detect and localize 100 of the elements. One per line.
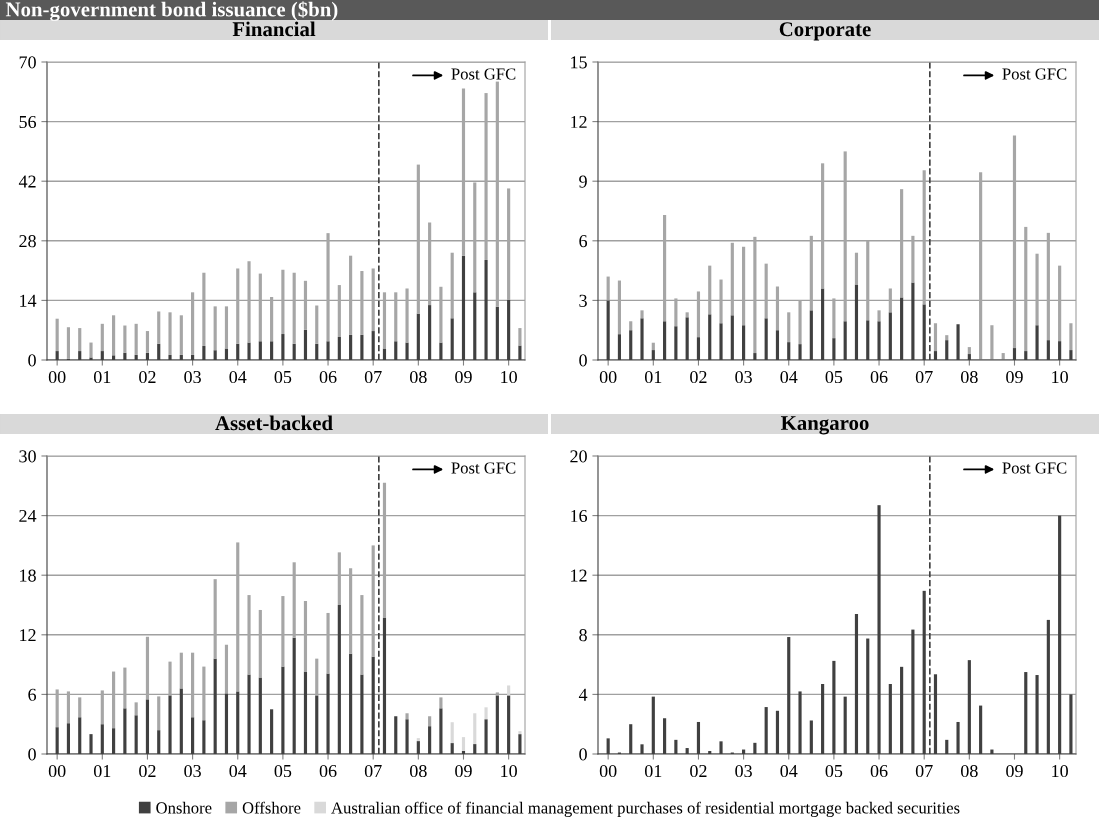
- bar: [606, 276, 610, 301]
- x-tick-label: 01: [93, 764, 111, 778]
- x-tick-label: 02: [690, 370, 707, 384]
- annotation: Post GFC: [1002, 462, 1067, 474]
- x-tick-label: 01: [93, 370, 111, 384]
- annotation: Post GFC: [451, 462, 516, 474]
- y-tick-label: 12: [571, 115, 587, 128]
- y-tick-label: 9: [579, 175, 587, 188]
- y-tick-label: 28: [19, 235, 36, 248]
- bar: [416, 738, 420, 742]
- bar: [123, 325, 127, 353]
- bar: [405, 713, 409, 720]
- x-tick-label: 03: [184, 370, 201, 384]
- annotation: Post GFC: [451, 68, 516, 80]
- bar: [157, 311, 161, 344]
- bar: [967, 347, 971, 355]
- bar: [933, 323, 938, 352]
- bar: [89, 342, 93, 358]
- x-tick-label: 08: [961, 370, 978, 384]
- bar: [100, 323, 104, 352]
- bar: [145, 331, 150, 353]
- y-tick-label: 8: [579, 629, 587, 642]
- x-tick-label: 06: [870, 764, 888, 778]
- x-tick-label: 07: [364, 370, 382, 384]
- x-tick-label: 05: [274, 764, 292, 778]
- bar: [685, 312, 689, 318]
- chart-title: Asset-backed: [215, 415, 333, 431]
- y-tick-label: 0: [579, 354, 587, 367]
- bar: [877, 310, 881, 322]
- bar: [640, 310, 644, 319]
- legend-label: Australian office of financial management purchases of residential mortgage backed securities: [331, 801, 960, 817]
- x-tick-label: 09: [1006, 370, 1023, 384]
- x-tick-label: 02: [139, 370, 156, 384]
- legend-label: Offshore: [242, 801, 301, 814]
- bar: [518, 328, 522, 346]
- y-tick-label: 4: [578, 688, 588, 701]
- bar: [651, 342, 655, 351]
- x-tick-label: 05: [274, 370, 292, 384]
- x-tick-label: 00: [48, 370, 66, 384]
- bar: [213, 306, 217, 351]
- text: Non-government bond issuance ($bn): [5, 1, 338, 21]
- y-tick-label: 6: [579, 235, 588, 248]
- y-tick-label: 0: [28, 748, 36, 761]
- y-tick-label: 14: [20, 294, 37, 307]
- x-tick-label: 07: [915, 370, 933, 384]
- bar: [518, 731, 522, 735]
- x-tick-label: 06: [870, 370, 888, 384]
- bar: [78, 328, 82, 352]
- y-tick-label: 70: [19, 56, 36, 69]
- bar: [224, 644, 229, 694]
- x-tick-label: 00: [48, 764, 66, 778]
- bar: [787, 312, 791, 343]
- legend-label: Onshore: [156, 801, 212, 814]
- bar: [168, 312, 172, 355]
- y-tick-label: 20: [570, 450, 587, 463]
- x-tick-label: 00: [599, 764, 617, 778]
- x-tick-label: 08: [410, 370, 427, 384]
- bar: [315, 305, 319, 344]
- chart-title: Kangaroo: [780, 416, 869, 435]
- x-tick-label: 02: [690, 764, 707, 778]
- x-tick-label: 05: [825, 370, 843, 384]
- x-tick-label: 00: [599, 370, 617, 384]
- bar: [66, 327, 71, 359]
- x-tick-label: 04: [780, 370, 798, 384]
- x-tick-label: 09: [455, 764, 472, 778]
- x-tick-label: 08: [961, 764, 978, 778]
- y-tick-label: 30: [19, 450, 36, 463]
- x-tick-label: 09: [455, 370, 472, 384]
- y-tick-label: 16: [571, 509, 588, 523]
- y-tick-label: 12: [20, 629, 36, 642]
- y-tick-label: 42: [18, 175, 36, 188]
- y-tick-label: 3: [579, 294, 587, 307]
- bar: [179, 315, 183, 355]
- y-tick-label: 12: [571, 569, 587, 582]
- bar: [112, 315, 116, 356]
- x-tick-label: 07: [915, 764, 933, 778]
- x-tick-label: 10: [501, 370, 517, 384]
- chart-title: Financial: [232, 21, 316, 37]
- x-tick-label: 03: [184, 764, 201, 778]
- x-tick-label: 04: [229, 370, 247, 384]
- y-tick-label: 24: [19, 509, 37, 522]
- bar: [461, 737, 466, 752]
- bar: [484, 707, 488, 720]
- chart-title: Corporate: [779, 22, 871, 41]
- bar: [507, 685, 511, 696]
- y-tick-label: 15: [571, 56, 587, 69]
- x-tick-label: 09: [1006, 764, 1023, 778]
- bar: [854, 252, 859, 285]
- bar: [134, 702, 138, 716]
- bar: [55, 318, 59, 352]
- x-tick-label: 02: [139, 764, 156, 778]
- y-tick-label: 0: [579, 748, 587, 761]
- y-tick-label: 56: [19, 115, 37, 129]
- x-tick-label: 07: [364, 764, 382, 778]
- bar: [1069, 323, 1073, 351]
- x-tick-label: 01: [644, 370, 662, 384]
- bar: [224, 306, 229, 349]
- x-tick-label: 01: [644, 764, 662, 778]
- x-tick-label: 03: [735, 764, 752, 778]
- x-tick-label: 10: [1052, 370, 1068, 384]
